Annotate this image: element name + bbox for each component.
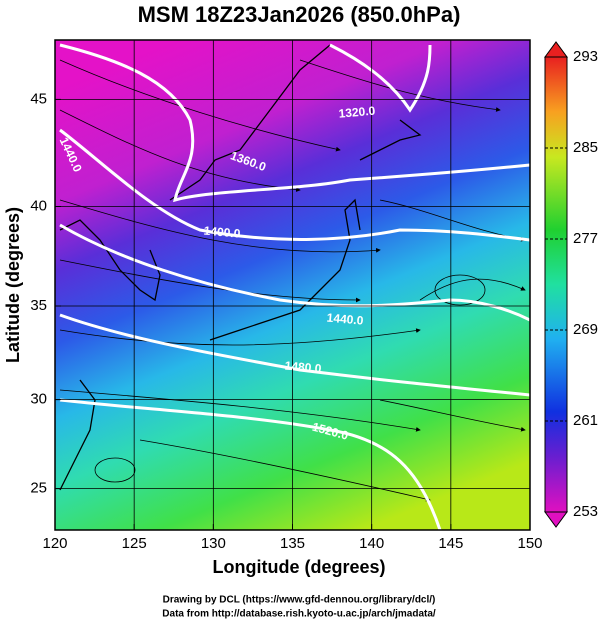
- colorbar-tick-label: 285: [573, 139, 598, 156]
- y-tick-label: 30: [30, 391, 47, 408]
- contour-label: 1400.0: [203, 224, 241, 241]
- colorbar: [544, 56, 568, 513]
- y-axis-label: Latitude (degrees): [3, 207, 23, 363]
- x-tick-label: 150: [517, 535, 542, 552]
- grid: [54, 40, 531, 530]
- x-tick-label: 140: [359, 535, 384, 552]
- y-tick-label: 25: [30, 480, 47, 497]
- colorbar-max-arrow: [544, 41, 568, 58]
- x-tick-label: 145: [438, 535, 463, 552]
- x-tick-label: 130: [201, 535, 226, 552]
- x-tick-label: 135: [280, 535, 305, 552]
- x-axis-label: Longitude (degrees): [212, 557, 385, 577]
- coastlines: [59, 44, 422, 491]
- colorbar-tick-label: 261: [573, 412, 598, 429]
- x-tick-label: 125: [122, 535, 147, 552]
- colorbar-tick-label: 293: [573, 48, 598, 65]
- contour-label: 1440.0: [326, 311, 364, 328]
- y-tick-label: 40: [30, 197, 47, 214]
- credit: Data from http://database.rish.kyoto-u.a…: [162, 609, 436, 620]
- colorbar-tick-label: 253: [573, 503, 598, 520]
- colorbar-tick-label: 269: [573, 321, 598, 338]
- contour-label: 1480.0: [284, 359, 322, 376]
- chart-title: MSM 18Z23Jan2026 (850.0hPa): [138, 2, 461, 27]
- y-tick-label: 45: [30, 90, 47, 107]
- x-tick-label: 120: [42, 535, 67, 552]
- y-tick-label: 35: [30, 297, 47, 314]
- colorbar-min-arrow: [544, 511, 568, 528]
- contour-label: 1320.0: [338, 104, 376, 121]
- contours: [59, 43, 530, 530]
- credit: Drawing by DCL (https://www.gfd-dennou.o…: [163, 595, 436, 606]
- colorbar-tick-label: 277: [573, 230, 598, 247]
